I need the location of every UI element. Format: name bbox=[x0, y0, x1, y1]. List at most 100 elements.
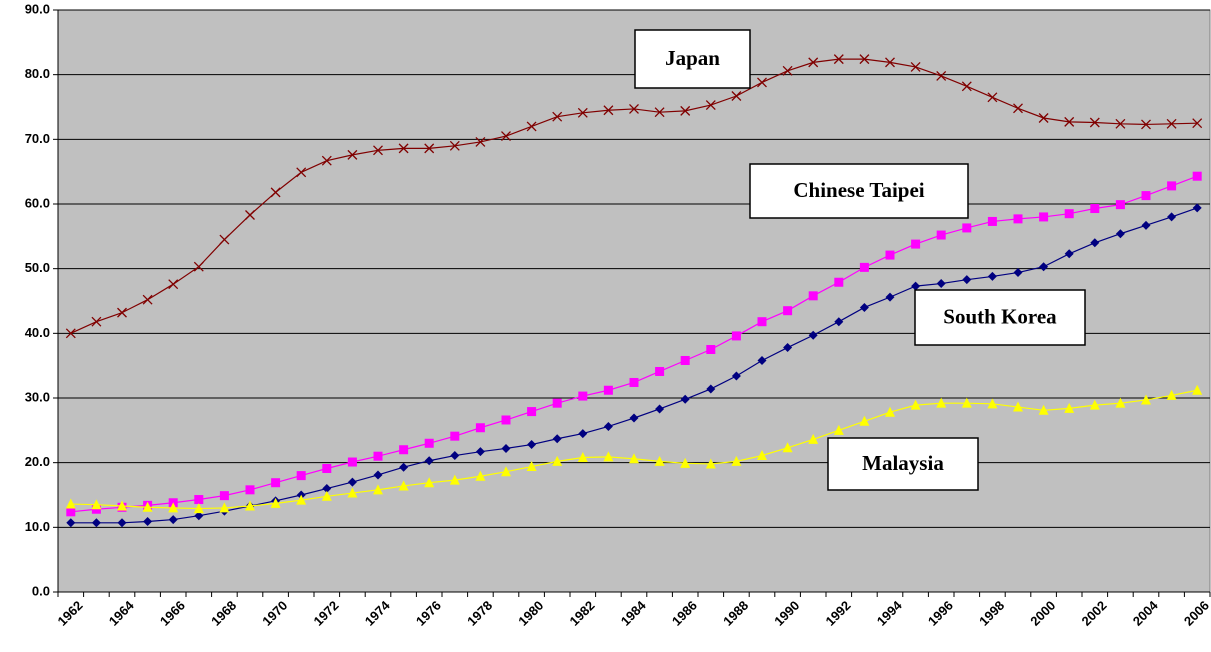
marker bbox=[885, 250, 895, 260]
marker bbox=[168, 515, 178, 525]
marker bbox=[833, 424, 844, 435]
marker bbox=[1089, 399, 1100, 410]
marker bbox=[552, 434, 562, 444]
marker bbox=[1064, 249, 1074, 259]
marker bbox=[527, 440, 537, 450]
x-tick-label: 1962 bbox=[55, 598, 86, 629]
marker bbox=[731, 455, 742, 466]
marker bbox=[373, 470, 383, 480]
series-label: Malaysia bbox=[862, 451, 944, 475]
marker bbox=[1064, 116, 1075, 127]
marker bbox=[578, 429, 588, 439]
marker bbox=[296, 167, 307, 178]
marker bbox=[168, 279, 179, 290]
marker bbox=[577, 107, 588, 118]
marker bbox=[475, 136, 486, 147]
marker bbox=[270, 187, 281, 198]
marker bbox=[783, 306, 793, 316]
marker bbox=[1192, 171, 1202, 181]
series-label: Chinese Taipei bbox=[793, 178, 924, 202]
marker bbox=[1039, 262, 1049, 272]
marker bbox=[706, 345, 716, 354]
marker bbox=[552, 455, 563, 466]
marker bbox=[1013, 103, 1023, 114]
marker bbox=[910, 61, 921, 72]
marker bbox=[783, 343, 793, 353]
marker bbox=[578, 391, 588, 401]
x-tick-label: 1976 bbox=[413, 598, 444, 629]
marker bbox=[552, 111, 563, 122]
marker bbox=[270, 497, 281, 508]
marker bbox=[962, 275, 972, 285]
marker bbox=[219, 234, 230, 245]
marker bbox=[577, 451, 588, 462]
marker bbox=[552, 398, 562, 408]
x-tick-label: 1982 bbox=[567, 598, 598, 629]
marker bbox=[91, 316, 102, 327]
marker bbox=[705, 458, 716, 469]
marker bbox=[321, 490, 332, 501]
series-label-box bbox=[749, 163, 969, 219]
marker bbox=[885, 406, 895, 417]
marker bbox=[219, 491, 229, 501]
x-tick-label: 2000 bbox=[1027, 598, 1058, 629]
marker bbox=[450, 451, 460, 461]
marker bbox=[731, 91, 742, 101]
marker bbox=[731, 331, 741, 341]
marker bbox=[1064, 402, 1075, 413]
marker bbox=[91, 499, 102, 510]
marker bbox=[757, 355, 767, 365]
marker bbox=[603, 105, 614, 116]
marker bbox=[526, 121, 537, 132]
marker bbox=[194, 495, 204, 505]
x-tick-label: 2004 bbox=[1130, 597, 1162, 629]
marker bbox=[373, 145, 383, 156]
x-tick-label: 1966 bbox=[157, 598, 188, 629]
y-tick-label: 80.0 bbox=[25, 66, 50, 81]
marker bbox=[1090, 204, 1100, 214]
marker bbox=[859, 302, 869, 312]
x-tick-label: 1994 bbox=[874, 597, 906, 629]
marker bbox=[782, 65, 793, 76]
x-tick-label: 1996 bbox=[925, 598, 956, 629]
marker bbox=[271, 478, 281, 488]
marker bbox=[808, 330, 818, 340]
marker bbox=[142, 501, 153, 512]
marker bbox=[322, 484, 332, 494]
marker bbox=[911, 281, 921, 291]
marker bbox=[501, 415, 511, 425]
marker bbox=[1141, 394, 1151, 405]
marker bbox=[603, 451, 614, 462]
marker bbox=[65, 498, 76, 509]
marker bbox=[193, 503, 204, 514]
y-tick-label: 70.0 bbox=[25, 131, 50, 146]
marker bbox=[117, 500, 127, 511]
marker bbox=[475, 447, 485, 457]
marker bbox=[1013, 268, 1023, 278]
marker bbox=[245, 485, 255, 495]
marker bbox=[1090, 238, 1100, 248]
marker bbox=[168, 502, 179, 513]
marker bbox=[1141, 220, 1151, 230]
marker bbox=[936, 71, 947, 81]
marker bbox=[66, 518, 76, 528]
marker bbox=[987, 92, 998, 103]
x-tick-label: 2006 bbox=[1181, 598, 1211, 629]
marker bbox=[655, 366, 665, 376]
x-tick-label: 1968 bbox=[208, 598, 239, 629]
marker bbox=[680, 105, 691, 116]
marker bbox=[1167, 181, 1177, 191]
marker bbox=[936, 397, 947, 408]
x-tick-label: 1986 bbox=[669, 598, 700, 629]
marker bbox=[219, 502, 230, 513]
marker bbox=[1141, 119, 1151, 130]
marker bbox=[143, 517, 153, 527]
marker bbox=[680, 394, 690, 404]
marker bbox=[65, 328, 76, 339]
marker bbox=[757, 317, 767, 327]
marker bbox=[1089, 117, 1100, 128]
marker bbox=[936, 279, 946, 289]
marker bbox=[962, 223, 972, 233]
marker bbox=[629, 413, 639, 423]
marker bbox=[398, 143, 409, 154]
